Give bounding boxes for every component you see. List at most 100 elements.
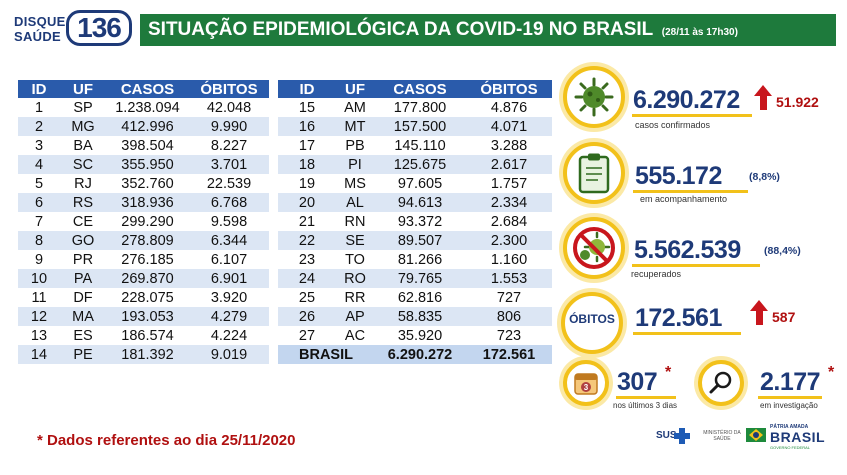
table-row: 17 PB 145.110 3.288 [278, 136, 552, 155]
cell-uf: MS [344, 175, 366, 192]
cases-caption: casos confirmados [635, 120, 711, 130]
table-row: 10 PA 269.870 6.901 [18, 269, 269, 288]
states-table-right: ID UF CASOS ÓBITOS 15 AM 177.800 4.876 16 MT 1… [278, 80, 552, 364]
cell-casos: 35.920 [397, 327, 443, 344]
cell-casos: 125.675 [374, 155, 466, 174]
table-row: 23 TO 81.266 1.160 [278, 250, 552, 269]
cell-uf: AL [336, 193, 374, 212]
cell-casos: 145.110 [394, 137, 446, 154]
recovered-value: 5.562.539 [634, 236, 741, 264]
cell-casos: 79.765 [374, 269, 466, 288]
cell-casos: 269.870 [106, 269, 189, 288]
cell-uf: DF [73, 289, 93, 306]
clipboard-icon [578, 153, 610, 194]
title-bar: SITUAÇÃO EPIDEMIOLÓGICA DA COVID-19 NO B… [140, 14, 836, 46]
page-title: SITUAÇÃO EPIDEMIOLÓGICA DA COVID-19 NO B… [148, 19, 654, 40]
table-row: 6 RS 318.936 6.768 [18, 193, 269, 212]
col-casos: CASOS [106, 80, 189, 98]
cell-obitos: 3.701 [189, 155, 269, 174]
cell-id: 16 [278, 117, 336, 136]
logo-line1: DISQUE [14, 14, 66, 29]
recovered-circle [563, 217, 625, 279]
table-row: 8 GO 278.809 6.344 [18, 231, 269, 250]
col-casos: CASOS [374, 80, 466, 98]
cell-uf: AC [344, 327, 366, 344]
cases-delta: 51.922 [776, 94, 819, 110]
recovered-underline [632, 264, 760, 267]
cell-id: 11 [31, 289, 47, 306]
cell-id: 9 [34, 251, 44, 268]
states-table-left: ID UF CASOS ÓBITOS 1 SP 1.238.094 42.048 2 MG… [18, 80, 269, 364]
cell-casos: 278.809 [106, 231, 189, 250]
recent-circle: 3 [563, 360, 609, 406]
cell-id: 5 [34, 175, 44, 192]
cell-obitos: 2.334 [466, 193, 552, 212]
cell-id: 8 [18, 231, 60, 250]
recent-star: * [665, 364, 672, 381]
cell-uf: RS [60, 193, 106, 212]
cell-uf: MT [336, 117, 374, 136]
cell-obitos: 723 [496, 327, 522, 344]
cell-casos: 412.996 [106, 117, 189, 136]
cell-obitos: 3.288 [490, 137, 528, 154]
cell-obitos: 1.553 [466, 269, 552, 288]
col-id: ID [18, 80, 60, 98]
cell-id: 27 [298, 327, 316, 344]
total-obitos: 172.561 [466, 345, 552, 364]
cell-id: 3 [34, 137, 44, 154]
cases-value: 6.290.272 [633, 86, 740, 114]
cell-obitos: 8.227 [210, 137, 248, 154]
cell-uf: BA [73, 137, 93, 154]
col-uf: UF [336, 80, 374, 98]
table-row: 13 ES 186.574 4.224 [18, 326, 269, 345]
cell-obitos: 2.617 [466, 155, 552, 174]
cases-underline [632, 114, 752, 117]
table-row: 3 BA 398.504 8.227 [18, 136, 269, 155]
cell-casos: 299.290 [121, 213, 174, 230]
cell-uf: PR [72, 251, 94, 268]
recent-caption: nos últimos 3 dias [613, 401, 678, 410]
brazil-flag-icon [746, 428, 766, 442]
cell-uf: AP [336, 307, 374, 326]
footnote: * Dados referentes ao dia 25/11/2020 [37, 432, 296, 449]
cell-obitos: 9.990 [189, 117, 269, 136]
recent-underline [616, 396, 676, 399]
cell-obitos: 9.598 [210, 213, 248, 230]
cell-casos: 58.835 [374, 307, 466, 326]
col-uf: UF [60, 80, 106, 98]
cell-casos: 355.950 [106, 155, 189, 174]
deaths-label: ÓBITOS [569, 312, 615, 326]
investigation-circle [698, 360, 744, 406]
cell-obitos: 2.300 [466, 231, 552, 250]
cell-obitos: 3.920 [210, 289, 248, 306]
cell-obitos: 4.224 [210, 327, 248, 344]
cell-uf: SE [336, 231, 374, 250]
cell-uf: MG [60, 117, 106, 136]
cell-obitos: 6.901 [189, 269, 269, 288]
cell-uf: SP [73, 99, 93, 116]
cell-casos: 276.185 [121, 251, 174, 268]
brasil-label: BRASIL [770, 429, 826, 445]
cell-obitos: 1.757 [490, 175, 528, 192]
table-row: 21 RN 93.372 2.684 [278, 212, 552, 231]
cell-id: 2 [18, 117, 60, 136]
cell-uf: SC [60, 155, 106, 174]
cell-uf: RN [344, 213, 366, 230]
recovered-pct: (88,4%) [764, 245, 801, 257]
logo-number: 136 [66, 10, 132, 46]
monitoring-caption: em acompanhamento [640, 194, 728, 204]
cell-obitos: 42.048 [206, 99, 252, 116]
cell-casos: 193.053 [106, 307, 189, 326]
investigation-underline [758, 396, 822, 399]
table-row: 4 SC 355.950 3.701 [18, 155, 269, 174]
cell-uf: PA [60, 269, 106, 288]
table-row: 2 MG 412.996 9.990 [18, 117, 269, 136]
investigation-caption: em investigação [760, 401, 818, 410]
total-row: BRASIL 6.290.272 172.561 [278, 345, 552, 364]
cell-obitos: 9.019 [189, 345, 269, 364]
monitoring-circle [563, 142, 625, 204]
table-header-row: ID UF CASOS ÓBITOS [278, 80, 552, 98]
investigation-star: * [828, 364, 835, 381]
cell-uf: PI [336, 155, 374, 174]
table-row: 5 RJ 352.760 22.539 [18, 174, 269, 193]
